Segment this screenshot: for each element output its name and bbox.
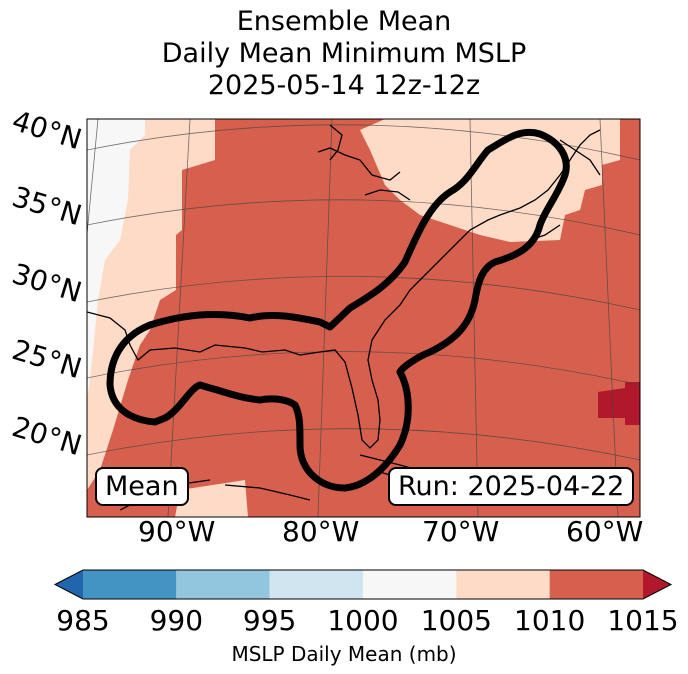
title-line-1: Ensemble Mean [236,6,452,37]
colorbar-segment [83,570,177,599]
ensemble-outline [106,129,570,492]
title-line-2: Daily Mean Minimum MSLP [161,38,527,69]
colorbar-segment [456,570,550,599]
colorbar-segment [363,570,457,599]
mean-label: Mean [95,467,189,506]
colorbar-segment [549,570,643,599]
colorbar-tick-label: 995 [242,604,297,637]
colorbar-tick-label: 1015 [607,604,679,637]
colorbar-label: MSLP Daily Mean (mb) [231,642,457,666]
colorbar-segment [269,570,363,599]
colorbar-tick-label: 1010 [514,604,586,637]
lon-label-80w: 80°W [282,515,360,548]
colorbar-tick-label: 1000 [327,604,399,637]
graticule [87,119,640,517]
colorbar-extend-high [643,570,671,599]
colorbar-outline [53,569,673,600]
lon-label-60w: 60°W [566,515,644,548]
colorbar-segment [176,570,270,599]
pressure-field-1005-northeast [360,119,620,242]
colorbar-tick-label: 1005 [420,604,492,637]
lon-label-90w: 90°W [138,515,216,548]
colorbar-tick-label: 990 [149,604,204,637]
run-date-label: Run: 2025-04-22 [388,467,635,506]
pressure-field-1005-south [175,480,248,517]
title-line-3: 2025-05-14 12z-12z [207,70,481,101]
pressure-field-1000-west [87,119,145,400]
pressure-field-1015-east [598,382,640,425]
map-frame [86,118,641,518]
colorbar-tick-label: 985 [56,604,110,637]
lon-label-70w: 70°W [422,515,500,548]
colorbar-extend-low [55,570,83,599]
